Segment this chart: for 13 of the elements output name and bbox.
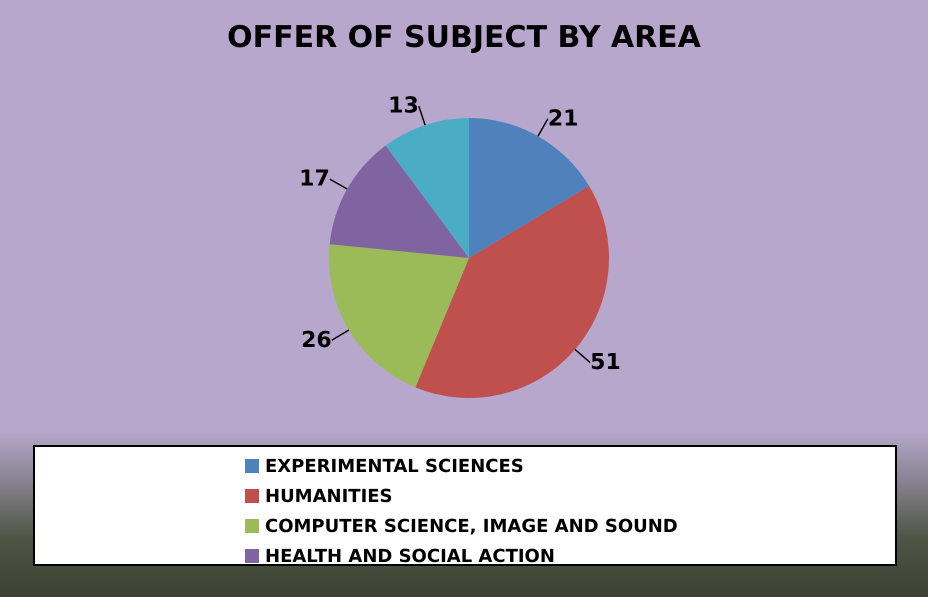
data-label: 21 <box>548 106 578 132</box>
data-label: 26 <box>301 328 332 353</box>
pie-slice <box>386 118 469 258</box>
pie-slice <box>329 244 469 388</box>
legend-label: EXPERIMENTAL SCIENCES <box>265 456 524 476</box>
data-label: 17 <box>299 166 330 192</box>
chart-title: OFFER OF SUBJECT BY AREA <box>226 20 702 55</box>
legend-label: HUMANITIES <box>265 486 393 506</box>
data-label: 13 <box>388 94 419 119</box>
legend-label: COMPUTER SCIENCE, IMAGE AND SOUND <box>265 516 678 536</box>
data-label: 51 <box>590 350 621 376</box>
legend-label: HEALTH AND SOCIAL ACTION <box>265 546 555 566</box>
pie-slice <box>330 146 469 258</box>
